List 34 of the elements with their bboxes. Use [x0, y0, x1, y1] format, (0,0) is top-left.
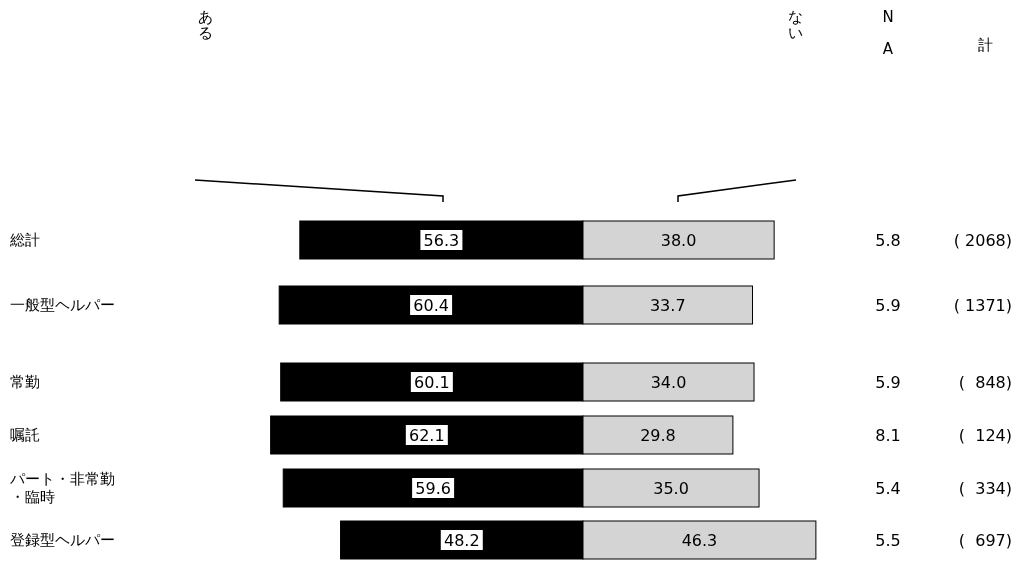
- text: 5.4: [875, 479, 901, 498]
- text: 計: [977, 36, 993, 54]
- text: ( 697): [958, 531, 1012, 550]
- data-label: 60.4: [413, 296, 449, 315]
- y-tick-label: 登録型ヘルパー: [10, 531, 115, 549]
- text: ( 848): [958, 373, 1012, 392]
- text: ( 334): [958, 479, 1012, 498]
- text: ある: [197, 8, 213, 42]
- y-tick-label: 一般型ヘルパー: [10, 296, 115, 314]
- data-label: 59.6: [415, 479, 451, 498]
- text: 5.8: [875, 231, 901, 250]
- data-label: 46.3: [681, 531, 718, 550]
- data-label: 34.0: [650, 373, 687, 392]
- data-label: 38.0: [660, 231, 697, 250]
- data-label: 62.1: [409, 426, 445, 445]
- y-tick-label: 総計: [9, 231, 40, 249]
- y-tick-label: 嘱託: [10, 426, 40, 444]
- text: NA: [882, 8, 894, 58]
- y-tick-label: パート・非常勤・臨時: [9, 470, 115, 506]
- data-label: 60.1: [414, 373, 450, 392]
- text: ない: [787, 8, 803, 42]
- text: 5.5: [875, 531, 901, 550]
- text: 5.9: [875, 296, 901, 315]
- text: ( 1371): [953, 296, 1012, 315]
- text: ( 124): [958, 426, 1012, 445]
- text: ( 2068): [953, 231, 1012, 250]
- data-label: 48.2: [443, 531, 480, 550]
- data-label: 33.7: [649, 296, 686, 315]
- data-label: 56.3: [423, 231, 460, 250]
- y-tick-label: 常勤: [10, 373, 40, 391]
- data-label: 29.8: [640, 426, 676, 445]
- text: 5.9: [875, 373, 901, 392]
- text: 8.1: [875, 426, 901, 445]
- data-label: 35.0: [653, 479, 689, 498]
